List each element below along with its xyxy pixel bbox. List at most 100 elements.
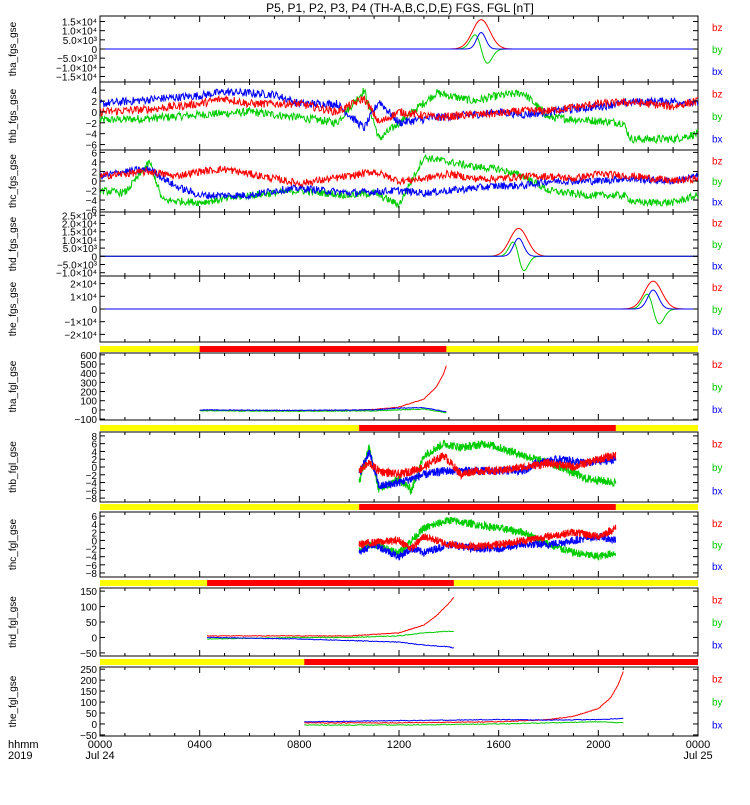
series-bz bbox=[199, 365, 447, 412]
series-bz bbox=[99, 165, 699, 188]
panel-frame bbox=[99, 511, 699, 578]
time-tick-date: Jul 24 bbox=[85, 750, 114, 762]
y-tick-label: 0 bbox=[91, 720, 97, 731]
legend-bz: bz bbox=[712, 595, 723, 606]
series-bx bbox=[100, 32, 698, 50]
y-axis-label: thc_fgs_gse bbox=[8, 154, 19, 208]
y-tick-label: 0 bbox=[91, 45, 97, 56]
y-axis-label: tha_fgs_gse bbox=[8, 21, 19, 76]
legend-bz: bz bbox=[712, 440, 723, 451]
panel-thb_fgs_gse: 420−2−4−6 thb_fgs_gse bz by bx bbox=[8, 81, 723, 152]
time-tick-label: 0800 bbox=[287, 739, 311, 751]
y-tick-label: −4 bbox=[86, 196, 98, 207]
y-tick-label: −2 bbox=[86, 471, 98, 482]
y-tick-label: 0 bbox=[91, 536, 97, 547]
y-tick-label: 100 bbox=[80, 603, 97, 614]
y-tick-label: 600 bbox=[80, 351, 97, 362]
orbit-bar-segment bbox=[304, 659, 698, 665]
legend-bx: bx bbox=[712, 641, 723, 652]
y-tick-label: 8 bbox=[91, 432, 97, 443]
y-tick-label: 100 bbox=[80, 698, 97, 709]
legend-bz: bz bbox=[712, 156, 723, 167]
legend-by: by bbox=[712, 177, 723, 188]
panel-frame bbox=[99, 587, 699, 657]
series-bx bbox=[100, 237, 698, 257]
y-tick-label: −2 bbox=[86, 545, 98, 556]
y-tick-label: −8 bbox=[86, 569, 98, 580]
y-tick-label: 0 bbox=[91, 252, 97, 263]
y-tick-label: −50 bbox=[80, 649, 97, 660]
series-bx bbox=[99, 165, 699, 201]
legend-bz: bz bbox=[712, 360, 723, 371]
y-tick-label: −6 bbox=[86, 486, 98, 497]
y-tick-label: −2 bbox=[86, 187, 98, 198]
series-bz bbox=[358, 524, 617, 552]
y-tick-label: 4 bbox=[91, 447, 97, 458]
legend-bx: bx bbox=[712, 721, 723, 732]
y-axis-label: thc_fgl_gse bbox=[8, 518, 19, 570]
y-tick-label: 1.5×10⁴ bbox=[62, 228, 97, 239]
panel-frame bbox=[99, 666, 699, 737]
series-bz bbox=[100, 19, 698, 50]
y-tick-label: 2 bbox=[91, 167, 97, 178]
y-tick-label: 4 bbox=[91, 520, 97, 531]
y-tick-label: −1×10⁴ bbox=[64, 318, 97, 329]
y-tick-label: 100 bbox=[80, 397, 97, 408]
y-tick-label: 300 bbox=[80, 378, 97, 389]
y-tick-label: 2 bbox=[91, 455, 97, 466]
y-tick-label: 6 bbox=[91, 440, 97, 451]
legend-by: by bbox=[712, 112, 723, 123]
series-bx bbox=[199, 406, 447, 413]
series-bz bbox=[358, 451, 617, 481]
panel-frame bbox=[99, 211, 699, 277]
plot-title: P5, P1, P2, P3, P4 (TH-A,B,C,D,E) FGS, F… bbox=[266, 1, 534, 15]
y-tick-label: −8 bbox=[86, 494, 98, 505]
y-tick-label: 6 bbox=[91, 512, 97, 523]
time-row-label-2: 2019 bbox=[8, 750, 32, 762]
y-tick-label: 6 bbox=[91, 148, 97, 159]
legend-by: by bbox=[712, 541, 723, 552]
y-tick-label: −6 bbox=[86, 561, 98, 572]
y-tick-label: 2 bbox=[91, 97, 97, 108]
y-tick-label: 4 bbox=[91, 158, 97, 169]
time-tick-label: 0400 bbox=[187, 739, 211, 751]
series-by bbox=[99, 88, 699, 145]
series-by bbox=[358, 439, 617, 496]
time-tick-label: 0000 bbox=[88, 739, 112, 751]
legend-bx: bx bbox=[712, 261, 723, 272]
legend-by: by bbox=[712, 240, 723, 251]
legend-by: by bbox=[712, 383, 723, 394]
panels: 1.5×10⁴1.0×10⁴5.0×10³0−5.0×10³−1.0×10⁴−1… bbox=[8, 15, 723, 742]
time-tick-label: 0000 bbox=[686, 739, 710, 751]
y-tick-label: 200 bbox=[80, 388, 97, 399]
y-axis-label: thd_fgl_gse bbox=[8, 596, 19, 648]
y-axis-label: thd_fgs_gse bbox=[8, 216, 19, 271]
series-bx bbox=[206, 636, 454, 649]
time-tick-date: Jul 25 bbox=[683, 750, 712, 762]
time-tick-label: 1200 bbox=[387, 739, 411, 751]
y-tick-label: −4 bbox=[86, 479, 98, 490]
y-tick-label: 0 bbox=[91, 463, 97, 474]
y-tick-label: −50 bbox=[80, 731, 97, 742]
y-tick-label: 0 bbox=[91, 108, 97, 119]
y-tick-label: −5.0×10³ bbox=[57, 54, 98, 65]
y-tick-label: 0 bbox=[91, 305, 97, 316]
y-axis-label: thb_fgs_gse bbox=[8, 88, 19, 143]
y-tick-label: 2.5×10⁴ bbox=[62, 211, 97, 222]
y-tick-label: 250 bbox=[80, 665, 97, 676]
legend-bx: bx bbox=[712, 135, 723, 146]
series-by bbox=[358, 516, 617, 561]
y-axis-label: tha_fgl_gse bbox=[8, 360, 19, 412]
panel-thd_fgs_gse: 2.5×10⁴2.0×10⁴1.5×10⁴1.0×10⁴5.0×10³0−5.0… bbox=[8, 211, 723, 279]
legend-bz: bz bbox=[712, 283, 723, 294]
y-tick-label: 0 bbox=[91, 406, 97, 417]
y-tick-label: 150 bbox=[80, 587, 97, 598]
y-tick-label: 5.0×10³ bbox=[63, 244, 98, 255]
time-tick-label: 2000 bbox=[586, 739, 610, 751]
y-tick-label: −1.5×10⁴ bbox=[56, 73, 97, 84]
